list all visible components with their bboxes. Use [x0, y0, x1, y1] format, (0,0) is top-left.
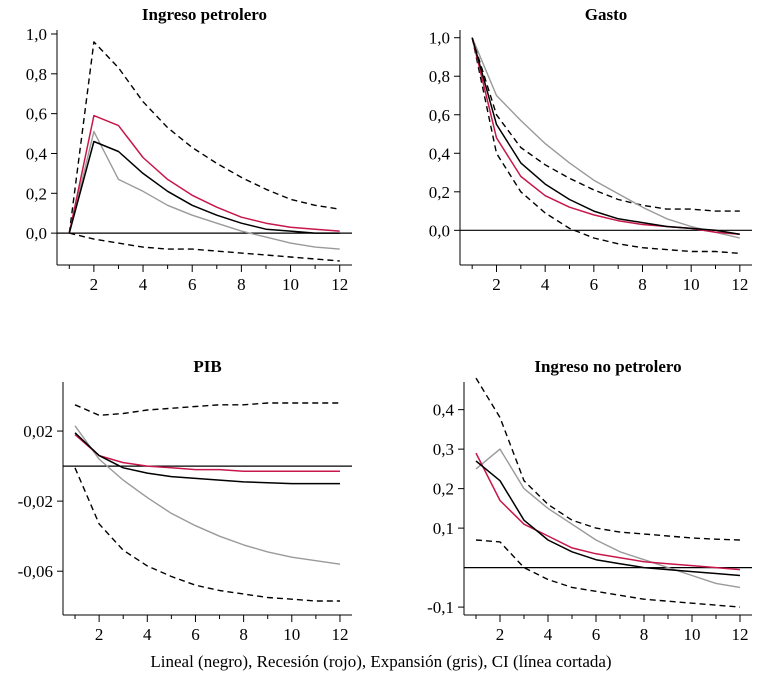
- series-lineal: [68, 140, 340, 234]
- series-ci-lower: [69, 232, 340, 262]
- panel-3: PIB -0,06 -0,02 0,02 2 4 6 8 10 12: [18, 357, 352, 644]
- series-recesion: [74, 434, 340, 473]
- y-tick-label: 0,4: [429, 144, 451, 163]
- x-tick-label: 2: [95, 625, 104, 644]
- series-lineal: [471, 37, 740, 235]
- series-recesion: [68, 114, 340, 234]
- series-expansion: [471, 37, 740, 239]
- x-tick-label: 6: [191, 625, 200, 644]
- panel-title: Gasto: [585, 5, 628, 24]
- x-tick-label: 8: [640, 625, 649, 644]
- x-tick-label: 10: [282, 275, 299, 294]
- series-lineal: [74, 432, 340, 485]
- panel-title: PIB: [193, 357, 221, 376]
- series-ci-upper: [471, 37, 740, 212]
- series-expansion: [475, 448, 741, 589]
- y-tick-label: 1,0: [26, 25, 47, 44]
- x-tick-label: 10: [283, 625, 300, 644]
- x-tick-label: 8: [638, 275, 647, 294]
- series-expansion: [74, 425, 341, 565]
- y-tick-label: 0,4: [26, 144, 48, 163]
- series-ci-lower: [471, 37, 740, 255]
- x-tick-label: 10: [683, 275, 700, 294]
- y-tick-label: 0,6: [26, 105, 47, 124]
- y-tick-label: 0,4: [433, 401, 455, 420]
- x-tick-label: 6: [592, 625, 601, 644]
- series-ci-lower: [475, 539, 741, 608]
- y-tick-label: 1,0: [429, 29, 450, 48]
- x-tick-label: 2: [496, 625, 505, 644]
- x-tick-label: 4: [143, 625, 152, 644]
- x-tick-label: 4: [139, 275, 148, 294]
- series-recesion: [471, 37, 740, 235]
- x-tick-label: 2: [90, 275, 99, 294]
- y-tick-label: -0,02: [18, 492, 53, 511]
- series-ci-upper: [475, 377, 741, 541]
- panel-1: Ingreso petrolero 0,0 0,2 0,4 0,6 0,8 1,0 2 4 6 8 1…: [26, 5, 352, 294]
- y-tick-label: 0,8: [26, 65, 47, 84]
- figure-caption: Lineal (negro), Recesión (rojo), Expansi…: [150, 652, 612, 671]
- y-tick-label: -0,06: [18, 562, 53, 581]
- x-tick-label: 6: [590, 275, 599, 294]
- y-tick-label: 0,02: [23, 422, 53, 441]
- series-ci-upper: [74, 402, 340, 416]
- x-tick-label: 8: [239, 625, 248, 644]
- x-tick-label: 4: [541, 275, 550, 294]
- x-tick-label: 12: [331, 625, 348, 644]
- y-tick-label: 0,2: [26, 184, 47, 203]
- x-tick-label: 12: [331, 275, 348, 294]
- x-tick-label: 12: [731, 275, 748, 294]
- y-tick-label: 0,0: [26, 224, 47, 243]
- y-tick-label: 0,0: [429, 221, 450, 240]
- panel-title: Ingreso no petrolero: [534, 357, 681, 376]
- x-tick-label: 10: [684, 625, 701, 644]
- x-tick-label: 8: [237, 275, 246, 294]
- y-tick-label: 0,2: [429, 183, 450, 202]
- x-tick-label: 4: [544, 625, 553, 644]
- x-tick-label: 6: [188, 275, 197, 294]
- series-ci-upper: [68, 41, 340, 234]
- panel-title: Ingreso petrolero: [142, 5, 267, 24]
- series-lineal: [475, 460, 741, 577]
- x-tick-label: 12: [732, 625, 749, 644]
- y-tick-label: 0,1: [433, 519, 454, 538]
- y-tick-label: 0,2: [433, 480, 454, 499]
- series-expansion: [68, 130, 340, 250]
- panel-2: Gasto 0,0 0,2 0,4 0,6 0,8 1,0 2 4 6 8 10 12: [429, 5, 752, 294]
- x-tick-label: 2: [492, 275, 501, 294]
- series-ci-lower: [74, 467, 340, 602]
- y-tick-label: 0,3: [433, 440, 454, 459]
- y-tick-label: -0,1: [427, 598, 454, 617]
- y-tick-label: 0,8: [429, 67, 450, 86]
- y-tick-label: 0,6: [429, 106, 450, 125]
- series-recesion: [475, 452, 741, 571]
- panel-4: Ingreso no petrolero -0,1 0,1 0,2 0,3 0,4 2 4 6 8…: [427, 357, 752, 644]
